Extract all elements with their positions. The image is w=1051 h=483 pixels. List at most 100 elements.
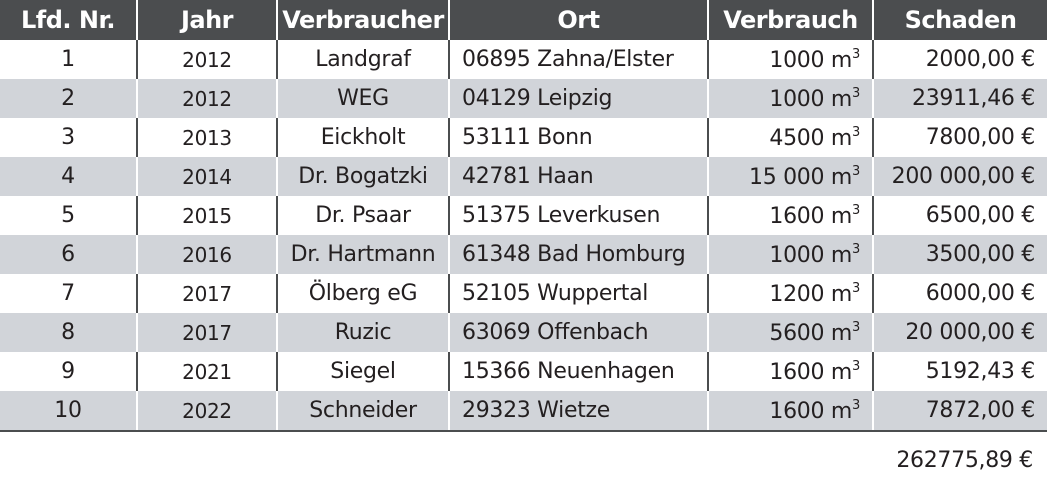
unit-exponent: 3 <box>852 319 860 335</box>
table-row: 2 2012 WEG 04129 Leipzig 1000 m3 23911,46 € <box>0 79 1047 118</box>
damage-table: Lfd. Nr. Jahr Verbraucher Ort Verbrauch … <box>0 0 1047 432</box>
header-row: Lfd. Nr. Jahr Verbraucher Ort Verbrauch … <box>0 0 1047 40</box>
cell-ort: 51375 Leverkusen <box>449 196 709 235</box>
unit-exponent: 3 <box>852 241 860 257</box>
cell-jahr: 2012 <box>137 79 278 118</box>
cell-schaden: 23911,46 € <box>873 79 1047 118</box>
cell-schaden: 7800,00 € <box>873 118 1047 157</box>
cell-jahr: 2017 <box>137 313 278 352</box>
table-row: 7 2017 Ölberg eG 52105 Wuppertal 1200 m3 6000… <box>0 274 1047 313</box>
unit-exponent: 3 <box>852 124 860 140</box>
cell-verbraucher: Dr. Psaar <box>277 196 450 235</box>
cell-lfd-nr: 1 <box>0 40 138 79</box>
cell-jahr: 2017 <box>137 274 278 313</box>
total-damage: 262775,89 € <box>896 448 1033 473</box>
verbrauch-value: 1000 m <box>769 47 853 73</box>
cell-verbraucher: Eickholt <box>277 118 450 157</box>
cell-verbraucher: Ölberg eG <box>277 274 450 313</box>
verbrauch-value: 15 000 m <box>749 164 853 190</box>
cell-ort: 04129 Leipzig <box>449 79 709 118</box>
cell-verbrauch: 1200 m3 <box>708 274 874 313</box>
cell-schaden: 20 000,00 € <box>873 313 1047 352</box>
cell-verbrauch: 1600 m3 <box>708 196 874 235</box>
cell-schaden: 200 000,00 € <box>873 157 1047 196</box>
cell-ort: 29323 Wietze <box>449 391 709 432</box>
cell-verbraucher: WEG <box>277 79 450 118</box>
cell-ort: 42781 Haan <box>449 157 709 196</box>
cell-verbraucher: Schneider <box>277 391 450 432</box>
cell-ort: 06895 Zahna/Elster <box>449 40 709 79</box>
unit-exponent: 3 <box>852 163 860 179</box>
cell-lfd-nr: 5 <box>0 196 138 235</box>
cell-schaden: 2000,00 € <box>873 40 1047 79</box>
cell-verbrauch: 15 000 m3 <box>708 157 874 196</box>
cell-lfd-nr: 6 <box>0 235 138 274</box>
cell-schaden: 6000,00 € <box>873 274 1047 313</box>
verbrauch-value: 5600 m <box>769 320 853 346</box>
cell-verbraucher: Dr. Bogatzki <box>277 157 450 196</box>
unit-exponent: 3 <box>852 46 860 62</box>
verbrauch-value: 1600 m <box>769 359 853 385</box>
verbrauch-value: 1000 m <box>769 86 853 112</box>
header-lfd-nr: Lfd. Nr. <box>0 0 138 40</box>
cell-verbraucher: Dr. Hartmann <box>277 235 450 274</box>
table-row: 8 2017 Ruzic 63069 Offenbach 5600 m3 20 000,0… <box>0 313 1047 352</box>
cell-lfd-nr: 9 <box>0 352 138 391</box>
unit-exponent: 3 <box>852 202 860 218</box>
cell-verbrauch: 5600 m3 <box>708 313 874 352</box>
table-row: 1 2012 Landgraf 06895 Zahna/Elster 1000 m3 20… <box>0 40 1047 79</box>
cell-ort: 53111 Bonn <box>449 118 709 157</box>
table-body: 1 2012 Landgraf 06895 Zahna/Elster 1000 m3 20… <box>0 40 1047 432</box>
header-jahr: Jahr <box>137 0 278 40</box>
cell-ort: 63069 Offenbach <box>449 313 709 352</box>
verbrauch-value: 4500 m <box>769 125 853 151</box>
cell-jahr: 2022 <box>137 391 278 432</box>
cell-jahr: 2015 <box>137 196 278 235</box>
cell-ort: 52105 Wuppertal <box>449 274 709 313</box>
cell-lfd-nr: 10 <box>0 391 138 432</box>
cell-lfd-nr: 2 <box>0 79 138 118</box>
table-row: 6 2016 Dr. Hartmann 61348 Bad Homburg 1000 m… <box>0 235 1047 274</box>
cell-verbrauch: 1000 m3 <box>708 79 874 118</box>
cell-verbrauch: 4500 m3 <box>708 118 874 157</box>
unit-exponent: 3 <box>852 85 860 101</box>
verbrauch-value: 1600 m <box>769 398 853 424</box>
table-row: 10 2022 Schneider 29323 Wietze 1600 m3 7872,0… <box>0 391 1047 432</box>
unit-exponent: 3 <box>852 358 860 374</box>
cell-ort: 15366 Neuenhagen <box>449 352 709 391</box>
cell-ort: 61348 Bad Homburg <box>449 235 709 274</box>
cell-verbrauch: 1600 m3 <box>708 391 874 432</box>
cell-jahr: 2012 <box>137 40 278 79</box>
cell-verbrauch: 1600 m3 <box>708 352 874 391</box>
cell-schaden: 3500,00 € <box>873 235 1047 274</box>
unit-exponent: 3 <box>852 397 860 413</box>
cell-schaden: 6500,00 € <box>873 196 1047 235</box>
cell-verbraucher: Siegel <box>277 352 450 391</box>
cell-verbraucher: Landgraf <box>277 40 450 79</box>
verbrauch-value: 1600 m <box>769 203 853 229</box>
unit-exponent: 3 <box>852 280 860 296</box>
header-verbraucher: Verbraucher <box>277 0 450 40</box>
cell-lfd-nr: 7 <box>0 274 138 313</box>
cell-verbrauch: 1000 m3 <box>708 235 874 274</box>
cell-schaden: 5192,43 € <box>873 352 1047 391</box>
table-row: 3 2013 Eickholt 53111 Bonn 4500 m3 7800,00 € <box>0 118 1047 157</box>
table-header: Lfd. Nr. Jahr Verbraucher Ort Verbrauch … <box>0 0 1047 40</box>
cell-verbraucher: Ruzic <box>277 313 450 352</box>
cell-jahr: 2021 <box>137 352 278 391</box>
cell-lfd-nr: 8 <box>0 313 138 352</box>
cell-lfd-nr: 4 <box>0 157 138 196</box>
header-ort: Ort <box>449 0 709 40</box>
table-row: 4 2014 Dr. Bogatzki 42781 Haan 15 000 m3 200 … <box>0 157 1047 196</box>
cell-schaden: 7872,00 € <box>873 391 1047 432</box>
verbrauch-value: 1200 m <box>769 281 853 307</box>
cell-lfd-nr: 3 <box>0 118 138 157</box>
header-verbrauch: Verbrauch <box>708 0 874 40</box>
cell-jahr: 2014 <box>137 157 278 196</box>
cell-jahr: 2013 <box>137 118 278 157</box>
cell-verbrauch: 1000 m3 <box>708 40 874 79</box>
header-schaden: Schaden <box>873 0 1047 40</box>
verbrauch-value: 1000 m <box>769 242 853 268</box>
table-row: 9 2021 Siegel 15366 Neuenhagen 1600 m3 5192,4… <box>0 352 1047 391</box>
table-row: 5 2015 Dr. Psaar 51375 Leverkusen 1600 m3 650… <box>0 196 1047 235</box>
